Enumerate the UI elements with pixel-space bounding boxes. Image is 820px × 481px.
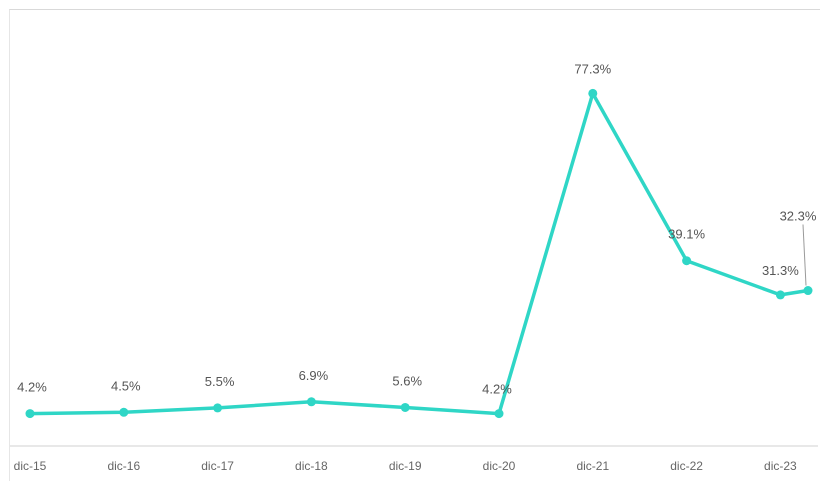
data-point-9 <box>775 290 785 300</box>
chart-frame <box>9 9 820 481</box>
data-label-8: 39.1% <box>668 227 705 242</box>
data-point-4 <box>306 397 316 407</box>
x-tick-label: dic-17 <box>201 459 234 473</box>
x-tick-label: dic-15 <box>14 459 47 473</box>
data-point-6 <box>494 409 504 419</box>
data-point-3 <box>213 403 223 413</box>
x-tick-label: dic-23 <box>764 459 797 473</box>
series-line <box>28 91 810 416</box>
x-tick-label: dic-22 <box>670 459 703 473</box>
data-point-10 <box>803 286 813 296</box>
data-label-1: 4.2% <box>17 380 47 395</box>
data-label-5: 5.6% <box>392 373 422 388</box>
data-point-8 <box>682 256 692 266</box>
data-label-7: 77.3% <box>574 61 611 76</box>
data-label-leader <box>802 224 807 286</box>
x-tick-label: dic-19 <box>389 459 422 473</box>
data-label-4: 6.9% <box>299 368 329 383</box>
data-label-9: 31.3% <box>762 263 799 278</box>
data-point-7 <box>588 88 598 98</box>
x-tick-label: dic-16 <box>107 459 140 473</box>
data-point-1 <box>25 409 35 419</box>
x-tick-label: dic-18 <box>295 459 328 473</box>
data-point-5 <box>400 402 410 412</box>
data-label-10: 32.3% <box>780 209 817 224</box>
data-label-6: 4.2% <box>482 382 512 397</box>
x-tick-label: dic-21 <box>576 459 609 473</box>
data-point-2 <box>119 407 129 417</box>
data-label-3: 5.5% <box>205 374 235 389</box>
data-label-2: 4.5% <box>111 378 141 393</box>
x-tick-label: dic-20 <box>483 459 516 473</box>
